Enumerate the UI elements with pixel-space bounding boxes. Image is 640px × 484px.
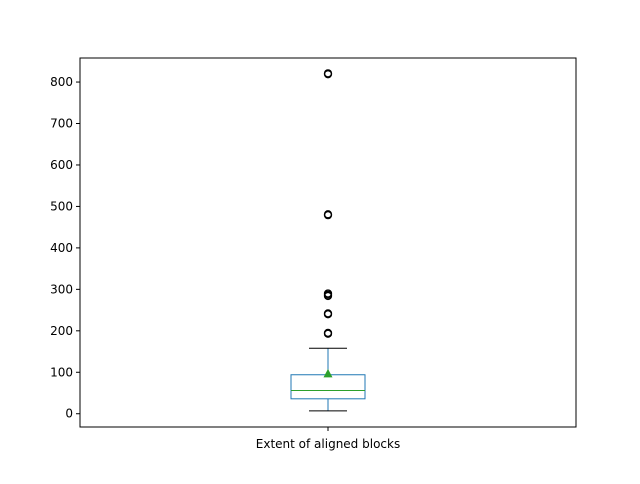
x-axis: Extent of aligned blocks	[256, 427, 400, 451]
y-axis: 0 100 200 300 400 500 600 700 800	[50, 75, 80, 421]
y-tick-label: 100	[50, 365, 73, 379]
y-tick-label: 500	[50, 199, 73, 213]
y-tick-label: 600	[50, 158, 73, 172]
outlier-point	[323, 309, 333, 318]
mean-marker	[323, 368, 333, 378]
outlier-point	[323, 328, 333, 338]
plot-marks	[290, 69, 366, 412]
y-tick-label: 700	[50, 117, 73, 131]
outlier-point	[323, 289, 333, 298]
y-tick-label: 300	[50, 282, 73, 296]
x-tick-label: Extent of aligned blocks	[256, 437, 400, 451]
plot-frame	[79, 57, 577, 428]
y-tick-label: 800	[50, 75, 73, 89]
y-tick-label: 200	[50, 324, 73, 338]
outlier-point	[323, 69, 333, 78]
outlier-point	[323, 210, 333, 219]
y-tick-label: 0	[65, 407, 73, 421]
y-tick-label: 400	[50, 241, 73, 255]
